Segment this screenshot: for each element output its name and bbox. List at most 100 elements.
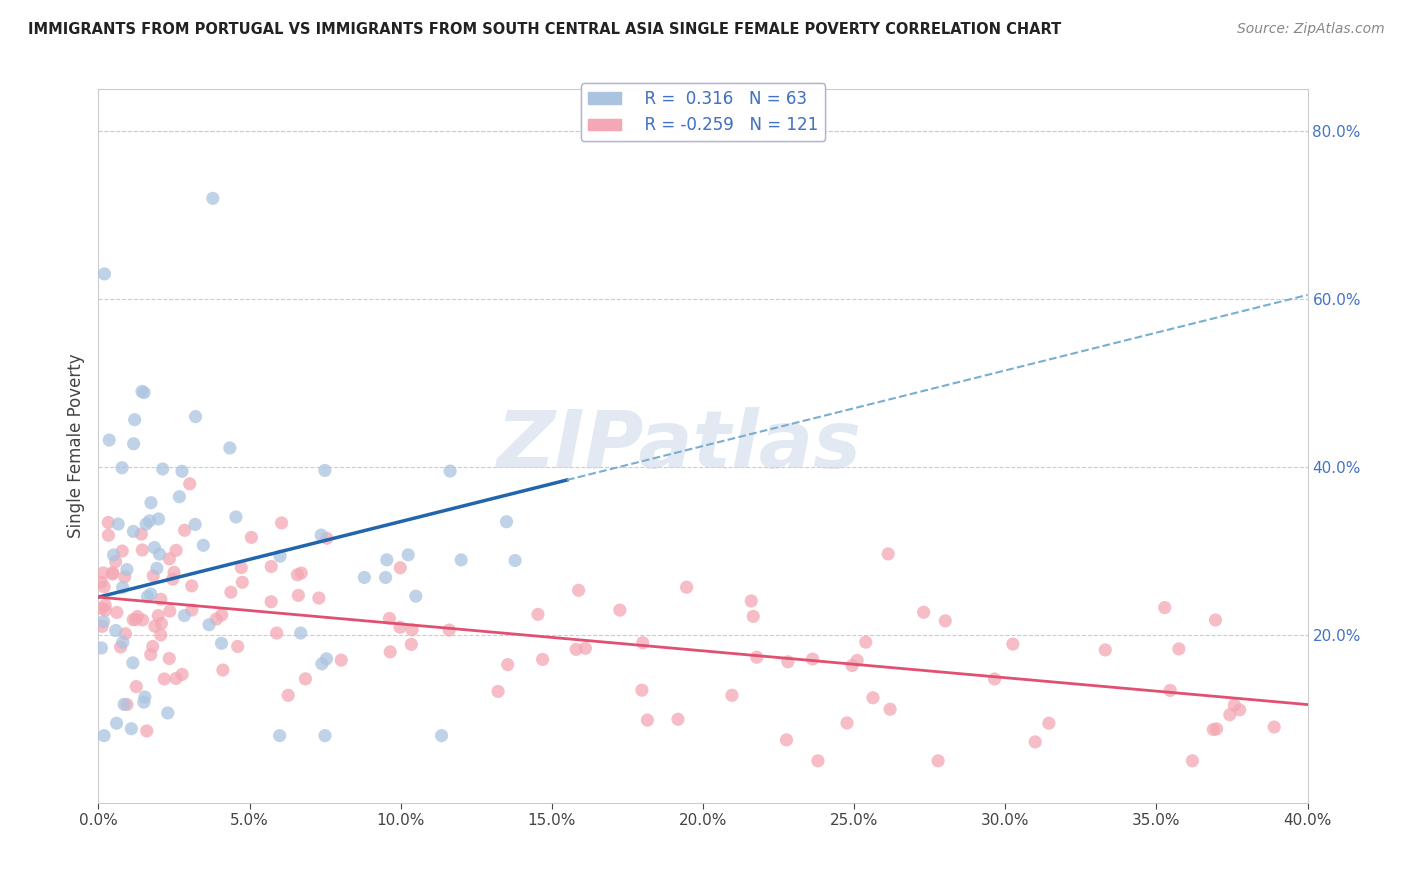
Point [1167,641,1189,656]
Point [93,729,115,743]
Point [93,267,115,281]
Point [163,566,186,580]
Point [1024,735,1046,749]
Point [201,191,224,205]
Point [631,636,654,650]
Point [225,510,247,524]
Point [131,527,153,541]
Point [912,605,935,619]
Point [115,563,138,577]
Point [142,569,165,583]
Point [1229,703,1251,717]
Point [568,583,591,598]
Point [495,515,517,529]
Point [165,543,187,558]
Point [124,412,146,426]
Point [776,655,799,669]
Point [138,514,160,528]
Point [1219,707,1241,722]
Point [139,496,162,510]
Point [277,688,299,702]
Point [311,657,333,671]
Point [927,754,949,768]
Point [846,653,869,667]
Point [114,570,136,584]
Point [389,620,412,634]
Point [231,575,253,590]
Point [149,592,172,607]
Point [1159,683,1181,698]
Point [111,544,134,558]
Text: IMMIGRANTS FROM PORTUGAL VS IMMIGRANTS FROM SOUTH CENTRAL ASIA SINGLE FEMALE POV: IMMIGRANTS FROM PORTUGAL VS IMMIGRANTS F… [28,22,1062,37]
Y-axis label: Single Female Poverty: Single Female Poverty [66,354,84,538]
Point [1223,698,1246,713]
Point [104,555,127,569]
Point [139,648,162,662]
Point [879,702,901,716]
Point [1181,754,1204,768]
Point [165,672,187,686]
Point [150,616,173,631]
Point [1038,716,1060,731]
Point [1001,637,1024,651]
Point [231,560,253,574]
Point [308,591,330,605]
Text: Source: ZipAtlas.com: Source: ZipAtlas.com [1237,22,1385,37]
Point [378,611,401,625]
Point [105,606,128,620]
Point [666,712,689,726]
Point [290,566,312,580]
Point [131,613,153,627]
Point [375,553,398,567]
Point [1202,723,1225,737]
Point [162,572,184,586]
Point [193,538,215,552]
Point [101,567,124,582]
Point [531,652,554,666]
Point [574,641,596,656]
Point [179,476,201,491]
Point [104,624,127,638]
Point [105,716,128,731]
Point [353,570,375,584]
Point [121,656,143,670]
Point [159,604,181,618]
Point [136,590,159,604]
Point [315,531,337,545]
Point [374,570,396,584]
Point [132,695,155,709]
Point [93,615,115,629]
Point [184,517,207,532]
Point [97,528,120,542]
Point [184,409,207,424]
Point [496,657,519,672]
Point [877,547,900,561]
Point [565,642,588,657]
Point [180,579,202,593]
Point [287,588,309,602]
Point [675,580,697,594]
Point [315,652,337,666]
Point [90,575,112,590]
Point [132,385,155,400]
Point [124,613,146,627]
Point [1263,720,1285,734]
Point [742,609,765,624]
Point [389,560,412,574]
Point [112,698,135,712]
Point [98,433,121,447]
Point [260,559,283,574]
Point [309,528,332,542]
Point [314,729,336,743]
Point [127,609,149,624]
Point [90,640,112,655]
Point [450,553,472,567]
Point [142,640,165,654]
Point [801,652,824,666]
Point [269,729,291,743]
Point [110,640,132,654]
Point [212,663,235,677]
Point [609,603,631,617]
Point [1205,722,1227,736]
Point [740,594,762,608]
